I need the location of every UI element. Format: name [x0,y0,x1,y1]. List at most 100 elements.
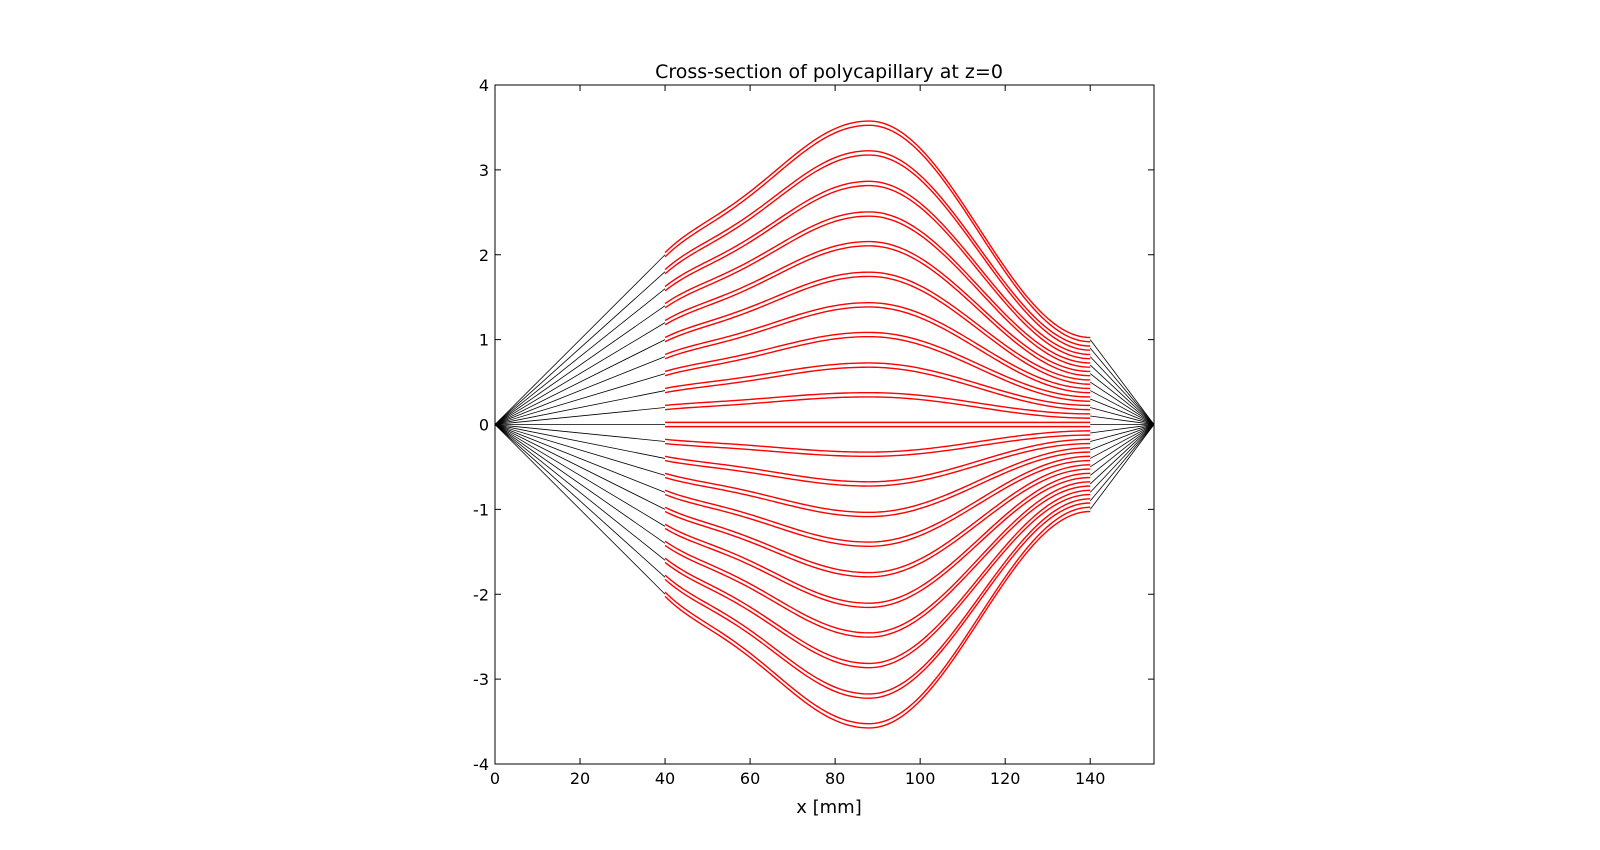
x-axis-label: x [mm] [796,797,862,818]
focal-ray-6 [1090,390,1155,425]
source-ray-13 [494,424,666,476]
source-ray-17 [494,424,666,544]
source-ray-7 [494,373,666,425]
source-ray-9 [494,407,666,425]
focal-ray-13 [1090,424,1155,451]
capillary-17-wall-1 [664,481,1091,634]
capillary-6-wall-0 [664,306,1091,394]
source-ray-11 [494,424,666,442]
capillary-8-wall-1 [664,362,1091,407]
capillary-2-wall-1 [664,180,1091,356]
focal-ray-20 [1089,424,1155,510]
source-ray-15 [494,424,666,510]
capillary-19-wall-0 [664,502,1091,699]
capillary-9-wall-0 [664,396,1091,419]
source-ray-2 [494,288,666,425]
source-ray-8 [494,390,666,425]
focal-ray-4 [1089,373,1155,425]
source-ray-0 [494,254,666,425]
y-tick-label-1: 3 [479,161,489,180]
x-tick-label-4: 80 [825,769,845,788]
capillary-1-wall-1 [664,150,1091,347]
capillary-13-wall-0 [664,451,1091,518]
ray-layer [494,254,1155,595]
source-ray-12 [494,424,666,459]
tick-layer: 0 20 40 60 80 100 120 140 4 3 2 1 0 -1 -2 -3 -4 [473,76,1154,788]
focal-ray-15 [1090,424,1155,468]
focal-ray-5 [1090,381,1155,425]
capillary-8-wall-0 [664,366,1091,411]
x-tick-label-1: 20 [570,769,590,788]
focal-ray-0 [1089,339,1155,425]
capillary-7-wall-0 [664,335,1091,402]
source-ray-3 [494,305,666,425]
capillary-16-wall-1 [664,472,1091,604]
capillary-11-wall-0 [664,434,1091,458]
x-tick-label-7: 140 [1075,769,1106,788]
focal-ray-7 [1090,398,1155,425]
focal-ray-11 [1090,424,1155,434]
source-ray-16 [494,424,666,527]
capillary-9-wall-1 [664,391,1091,415]
y-tick-label-3: 1 [479,331,489,350]
capillary-18-wall-1 [664,489,1091,665]
capillary-7-wall-1 [664,331,1091,398]
capillary-0-wall-0 [664,124,1091,343]
x-tick-label-0: 0 [490,769,500,788]
focal-ray-17 [1089,424,1155,485]
capillary-4-wall-0 [664,245,1091,377]
capillary-5-wall-1 [664,271,1091,381]
x-tick-label-5: 100 [905,769,936,788]
capillary-15-wall-0 [664,468,1091,578]
x-tick-label-2: 40 [655,769,675,788]
y-tick-label-6: -2 [473,585,489,604]
source-ray-4 [494,322,666,425]
capillary-layer [664,120,1091,729]
capillary-15-wall-1 [664,464,1091,574]
source-ray-6 [494,356,666,425]
focal-ray-14 [1090,424,1155,459]
capillary-20-wall-0 [664,510,1091,729]
focal-ray-1 [1089,347,1155,425]
x-tick-label-6: 120 [990,769,1021,788]
y-tick-label-4: 0 [479,416,489,435]
capillary-3-wall-0 [664,215,1091,368]
y-tick-label-7: -3 [473,670,489,689]
source-ray-20 [494,424,666,595]
y-tick-label-8: -4 [473,755,489,774]
capillary-0-wall-1 [664,120,1091,339]
capillary-6-wall-1 [664,302,1091,390]
source-ray-5 [494,339,666,425]
capillary-12-wall-1 [664,438,1091,483]
capillary-3-wall-1 [664,211,1091,364]
focal-ray-16 [1089,424,1155,476]
capillary-14-wall-1 [664,455,1091,543]
focal-ray-3 [1089,364,1155,425]
chart-title: Cross-section of polycapillary at z=0 [655,61,1003,83]
focal-ray-2 [1089,356,1155,425]
capillary-1-wall-0 [664,154,1091,351]
y-tick-label-5: -1 [473,500,489,519]
focal-ray-8 [1090,407,1155,425]
capillary-18-wall-0 [664,493,1091,669]
y-tick-label-0: 4 [479,76,489,95]
x-tick-label-3: 60 [740,769,760,788]
source-ray-14 [494,424,666,493]
focal-ray-12 [1090,424,1155,442]
focal-ray-19 [1089,424,1155,502]
capillary-4-wall-1 [664,240,1091,373]
source-ray-1 [494,271,666,425]
capillary-16-wall-0 [664,476,1091,609]
capillary-17-wall-0 [664,485,1091,638]
capillary-12-wall-0 [664,442,1091,487]
capillary-20-wall-1 [664,506,1091,725]
focal-ray-18 [1089,424,1155,493]
y-tick-label-2: 2 [479,246,489,265]
capillary-5-wall-0 [664,275,1091,385]
source-ray-18 [494,424,666,561]
capillary-2-wall-0 [664,184,1091,360]
focal-ray-9 [1090,415,1155,425]
source-ray-19 [494,424,666,578]
capillary-11-wall-1 [664,430,1091,453]
